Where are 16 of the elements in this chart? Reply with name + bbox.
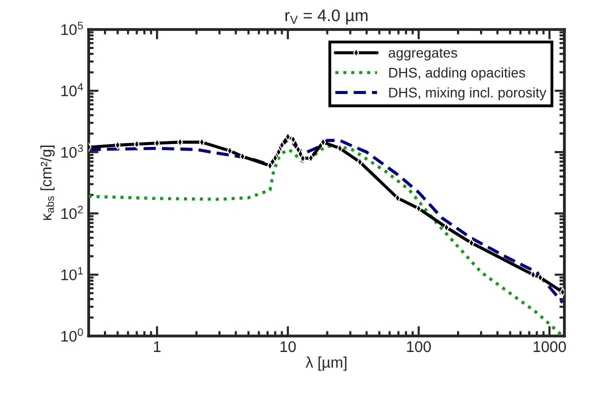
y-axis-title: κ$_{abs}$ [cm²/g] <box>40 146 55 220</box>
y-tick-label: 10$^{4}$ <box>61 83 84 96</box>
legend-label: DHS, mixing incl. porosity <box>389 87 546 100</box>
y-tick-label: 10$^{1}$ <box>61 267 83 280</box>
x-tick-label: 100 <box>407 341 431 352</box>
x-tick-label: 10 <box>280 341 296 352</box>
y-tick-label: 10$^{0}$ <box>61 328 83 342</box>
y-tick-label: 10$^{5}$ <box>61 22 83 36</box>
y-tick-label: 10$^{3}$ <box>61 144 83 158</box>
x-tick-label: 1000 <box>534 341 566 352</box>
legend-label: DHS, adding opacities <box>389 67 526 80</box>
x-tick-label: 1 <box>154 341 161 352</box>
y-tick-label: 10$^{2}$ <box>61 206 83 220</box>
chart-title: r$_{V}$ = 4.0 µm <box>285 9 368 25</box>
x-axis-title: λ [µm] <box>306 356 346 371</box>
legend-label: aggregates <box>388 48 458 60</box>
